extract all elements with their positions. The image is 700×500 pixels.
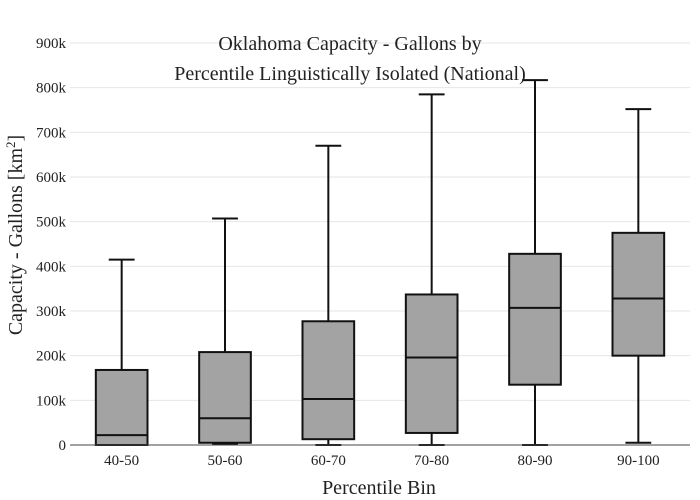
y-tick-label: 300k bbox=[36, 304, 67, 320]
x-tick-label: 90-100 bbox=[617, 453, 660, 469]
chart-title-line-2: Percentile Linguistically Isolated (Nati… bbox=[174, 63, 526, 85]
boxes bbox=[94, 79, 666, 446]
y-tick-label: 600k bbox=[36, 170, 67, 186]
box-body bbox=[301, 320, 356, 441]
chart-title-line-1: Oklahoma Capacity - Gallons by bbox=[218, 33, 481, 55]
y-tick-label: 700k bbox=[36, 125, 67, 141]
box-40-50 bbox=[94, 258, 149, 446]
y-tick-label: 0 bbox=[59, 438, 67, 454]
box-50-60 bbox=[198, 217, 252, 445]
y-tick-label: 800k bbox=[36, 81, 67, 97]
box-body bbox=[198, 351, 252, 444]
y-axis-unit-close: ] bbox=[5, 135, 27, 142]
x-tick-label: 60-70 bbox=[311, 453, 346, 469]
x-tick-label: 40-50 bbox=[104, 453, 139, 469]
y-axis-title: Capacity - Gallons [km2] bbox=[3, 135, 28, 335]
y-tick-label: 200k bbox=[36, 349, 67, 365]
box-70-80 bbox=[404, 93, 459, 446]
y-tick-label: 400k bbox=[36, 259, 67, 275]
gridlines bbox=[70, 42, 690, 401]
y-tick-label: 500k bbox=[36, 215, 67, 231]
box-body bbox=[404, 293, 459, 434]
box-body bbox=[94, 368, 149, 446]
box-body bbox=[508, 252, 562, 386]
x-axis-title: Percentile Bin bbox=[322, 477, 436, 499]
y-tick-label: 100k bbox=[36, 393, 67, 409]
y-axis-title-text: Capacity - Gallons bbox=[5, 185, 27, 335]
x-tick-label: 70-80 bbox=[414, 453, 449, 469]
box-80-90 bbox=[508, 79, 562, 446]
y-tick-label: 900k bbox=[36, 36, 67, 52]
box-body bbox=[611, 231, 666, 357]
x-tick-label: 50-60 bbox=[208, 453, 243, 469]
y-axis-unit: [km bbox=[5, 148, 27, 181]
x-tick-label: 80-90 bbox=[518, 453, 553, 469]
y-axis-unit-superscript: 2 bbox=[3, 141, 18, 148]
box-90-100 bbox=[611, 108, 666, 444]
y-tick-labels: 0 100k 200k 300k 400k 500k 600k 700k 800k 900k bbox=[36, 36, 67, 454]
box-60-70 bbox=[301, 144, 356, 446]
x-tick-labels: 40-50 50-60 60-70 70-80 80-90 90-100 bbox=[104, 453, 659, 469]
